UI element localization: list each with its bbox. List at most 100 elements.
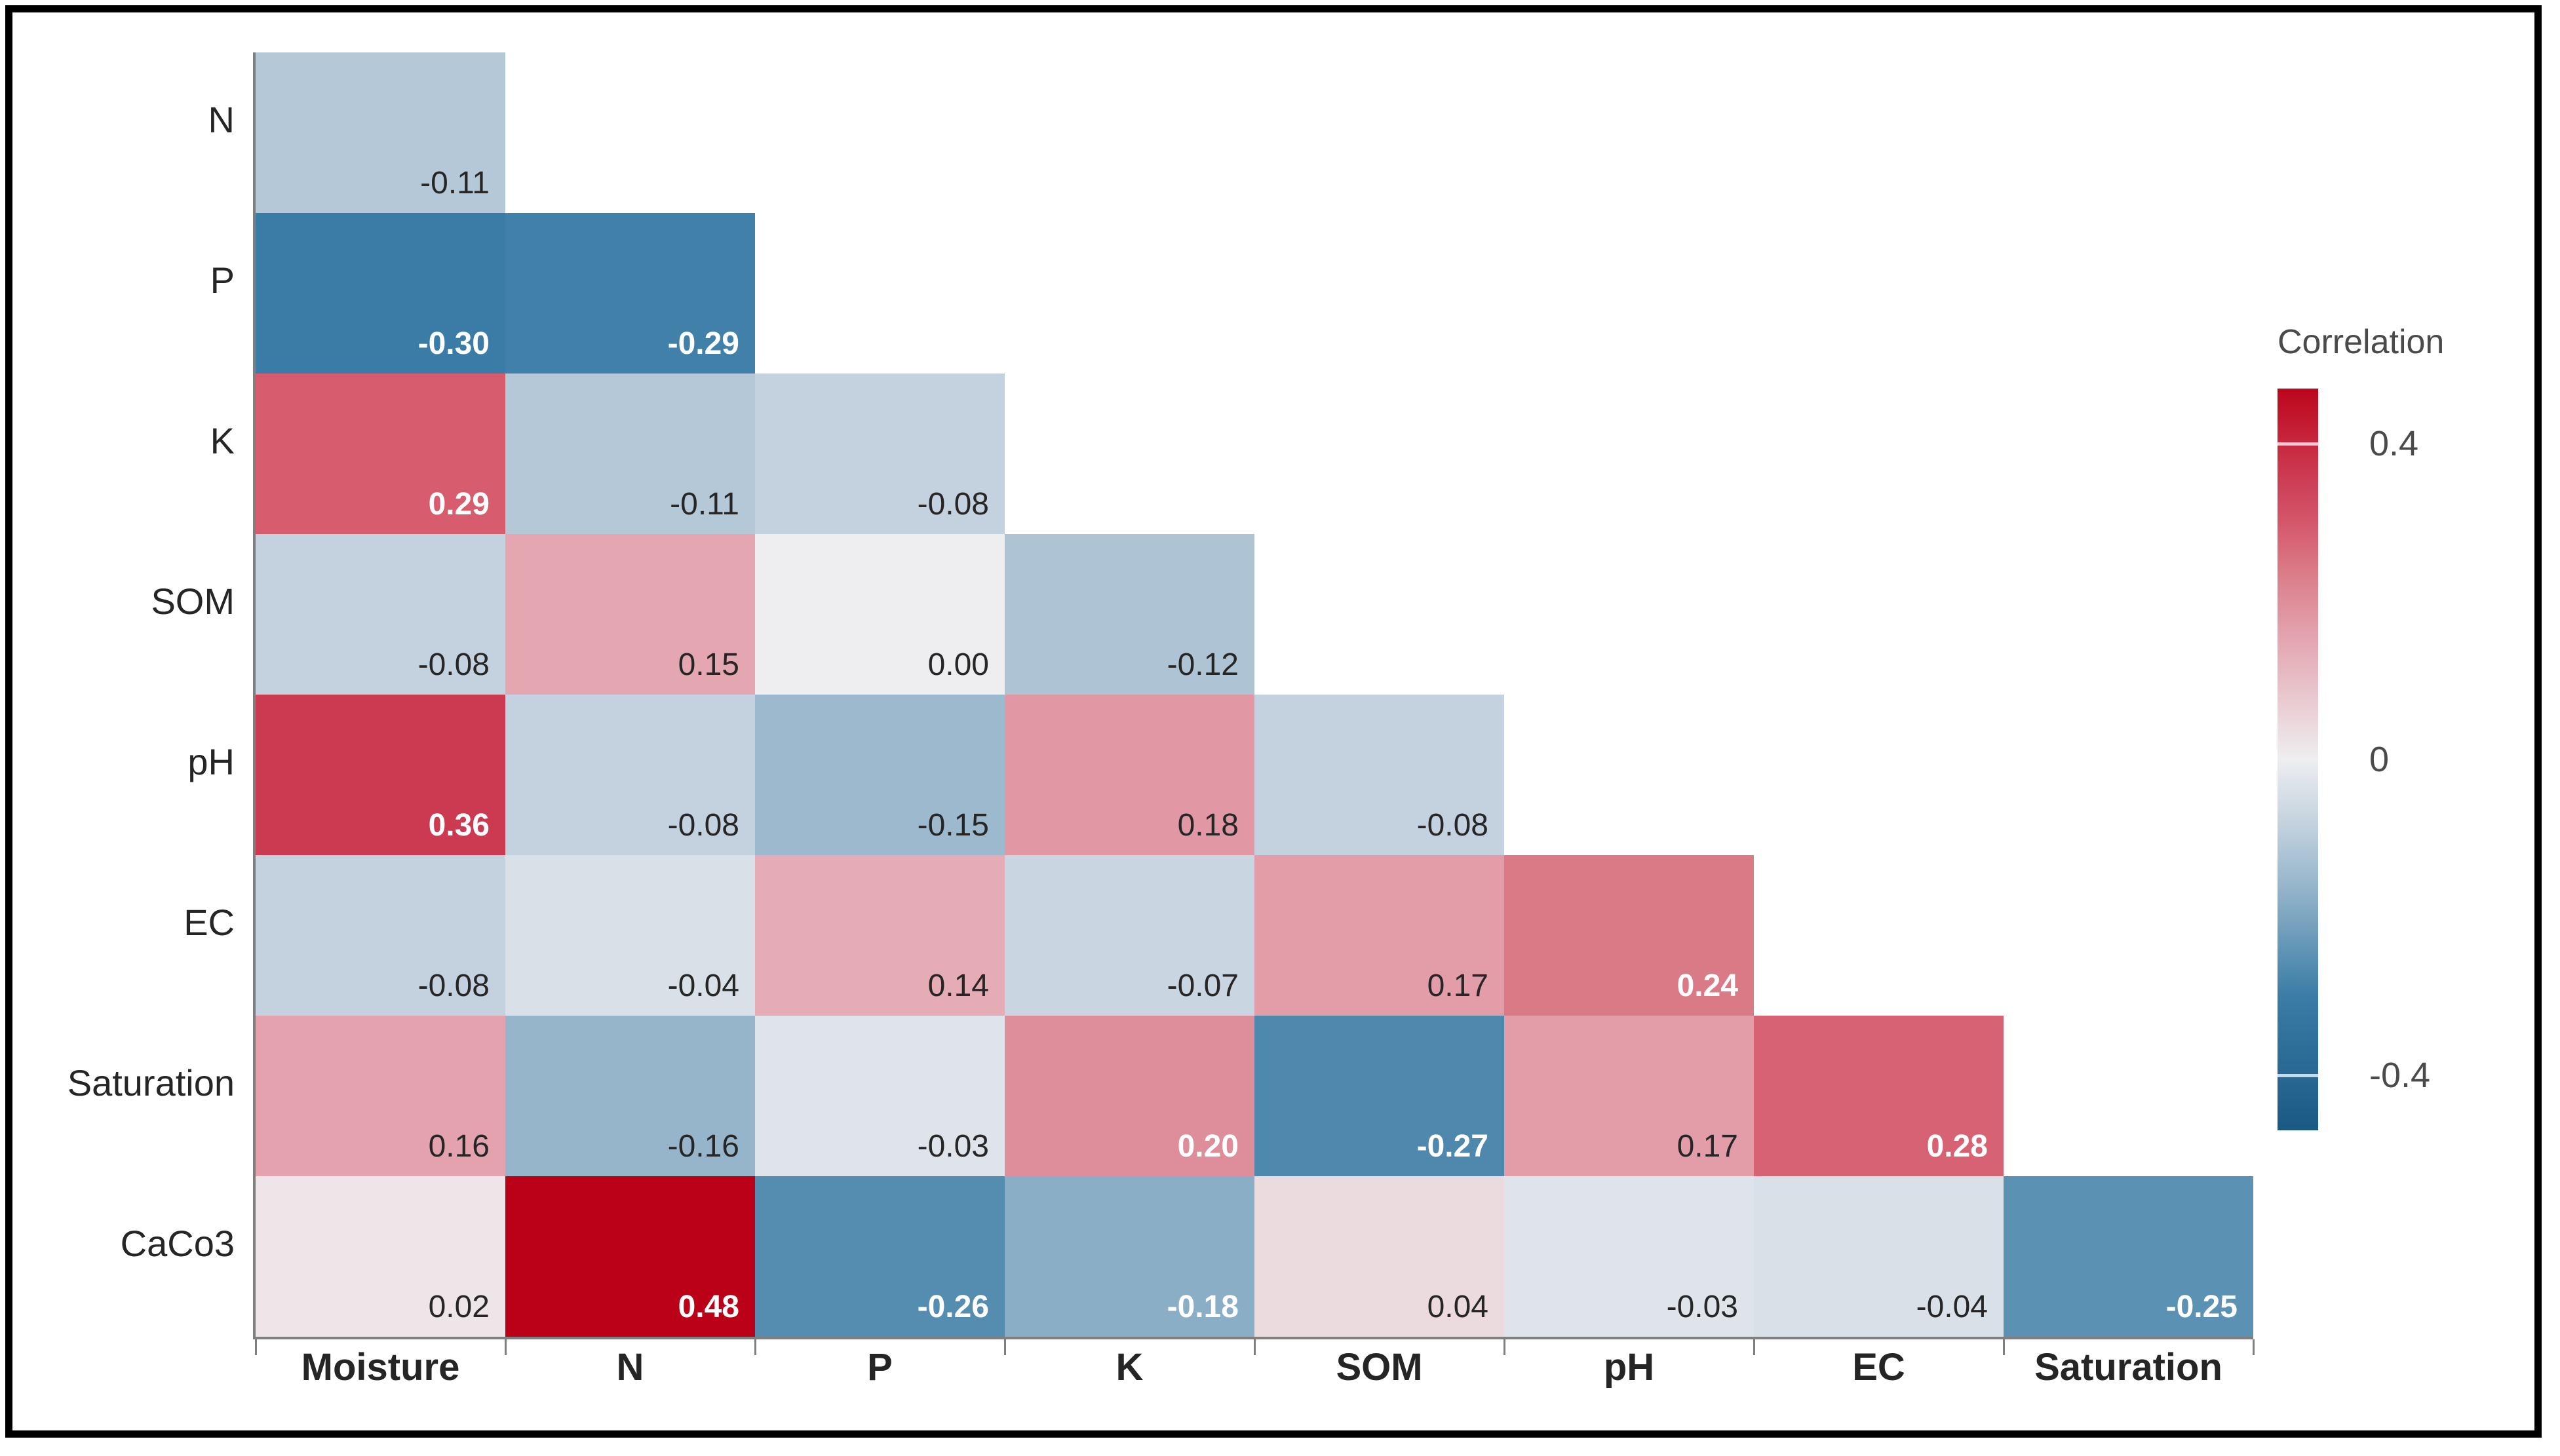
cell-value: 0.18 — [1177, 808, 1239, 843]
col-label: Moisture — [301, 1346, 460, 1389]
heatmap-cell[interactable]: -0.03 — [1504, 1176, 1754, 1337]
heatmap-cell[interactable]: 0.16 — [256, 1016, 505, 1176]
cell-value: 0.24 — [1677, 968, 1738, 1003]
heatmap-cell[interactable]: -0.30 — [256, 213, 505, 374]
cell-value: -0.26 — [917, 1290, 989, 1324]
x-axis-tick — [2003, 1339, 2005, 1355]
heatmap-cell[interactable]: -0.08 — [505, 695, 755, 855]
heatmap-cell[interactable]: 0.28 — [1754, 1016, 2004, 1176]
cell-value: -0.18 — [1167, 1290, 1239, 1324]
cell-value: -0.11 — [420, 166, 490, 201]
heatmap-cell[interactable]: -0.08 — [256, 534, 505, 695]
cell-value: 0.04 — [1427, 1290, 1488, 1324]
heatmap-cell[interactable]: 0.20 — [1005, 1016, 1254, 1176]
cell-value: 0.14 — [927, 968, 989, 1003]
x-axis-tick — [2253, 1339, 2255, 1355]
row-label: CaCo3 — [120, 1223, 235, 1264]
colorbar-tick-label: 0 — [2369, 740, 2390, 779]
heatmap-cell[interactable]: 0.17 — [1504, 1016, 1754, 1176]
colorbar — [2278, 389, 2318, 1130]
heatmap-cell[interactable]: -0.03 — [755, 1016, 1005, 1176]
cell-value: -0.08 — [667, 808, 739, 843]
colorbar-tick-label: 0.4 — [2369, 424, 2419, 463]
heatmap-cell[interactable]: -0.04 — [505, 855, 755, 1016]
heatmap-cell[interactable]: 0.15 — [505, 534, 755, 695]
cell-value: 0.29 — [428, 487, 490, 522]
cell-value: -0.04 — [667, 968, 739, 1003]
cell-value: 0.15 — [678, 647, 739, 682]
cell-value: 0.20 — [1177, 1129, 1239, 1164]
col-label: P — [867, 1346, 893, 1389]
col-label: Saturation — [2034, 1346, 2222, 1389]
heatmap-cell[interactable]: -0.12 — [1005, 534, 1254, 695]
cell-value: -0.03 — [1666, 1290, 1738, 1324]
cell-value: -0.08 — [917, 487, 989, 522]
row-label: SOM — [151, 581, 235, 622]
heatmap-cell[interactable]: -0.16 — [505, 1016, 755, 1176]
heatmap-cell[interactable]: -0.18 — [1005, 1176, 1254, 1337]
cell-value: 0.36 — [428, 808, 490, 843]
heatmap-cell[interactable]: -0.08 — [1254, 695, 1504, 855]
x-axis-tick — [1004, 1339, 1006, 1355]
cell-value: -0.29 — [667, 326, 739, 361]
colorbar-title: Correlation — [2278, 323, 2445, 361]
cell-value: 0.17 — [1427, 968, 1488, 1003]
heatmap-cell[interactable]: -0.11 — [256, 52, 505, 213]
heatmap-cell[interactable]: 0.14 — [755, 855, 1005, 1016]
cell-value: -0.11 — [670, 487, 739, 522]
colorbar-tick-line — [2278, 1074, 2318, 1077]
x-axis-tick — [505, 1339, 507, 1355]
cell-value: -0.25 — [2165, 1290, 2238, 1324]
row-label: Saturation — [67, 1062, 235, 1103]
colorbar-tick-line — [2278, 442, 2318, 446]
heatmap-cell[interactable]: -0.08 — [755, 374, 1005, 534]
heatmap-cell[interactable]: -0.25 — [2004, 1176, 2253, 1337]
colorbar-tick-label: -0.4 — [2369, 1056, 2431, 1095]
col-label: pH — [1603, 1346, 1655, 1389]
cell-value: 0.02 — [428, 1290, 490, 1324]
cell-value: -0.12 — [1167, 647, 1239, 682]
x-axis-tick — [1503, 1339, 1505, 1355]
heatmap-cell[interactable]: 0.00 — [755, 534, 1005, 695]
heatmap-cell[interactable]: -0.04 — [1754, 1176, 2004, 1337]
heatmap-cell[interactable]: -0.26 — [755, 1176, 1005, 1337]
row-label: EC — [184, 902, 235, 943]
cell-value: -0.08 — [417, 968, 490, 1003]
cell-value: -0.08 — [417, 647, 490, 682]
x-axis-tick — [754, 1339, 756, 1355]
heatmap-cell[interactable]: 0.18 — [1005, 695, 1254, 855]
heatmap-cell[interactable]: -0.07 — [1005, 855, 1254, 1016]
heatmap-cell[interactable]: 0.36 — [256, 695, 505, 855]
heatmap-cell[interactable]: 0.48 — [505, 1176, 755, 1337]
x-axis-tick — [255, 1339, 257, 1355]
cell-value: -0.07 — [1167, 968, 1239, 1003]
row-label: P — [210, 259, 235, 301]
col-label: N — [616, 1346, 644, 1389]
row-label: N — [208, 99, 235, 140]
cell-value: -0.08 — [1416, 808, 1488, 843]
heatmap-cell[interactable]: -0.29 — [505, 213, 755, 374]
cell-value: 0.16 — [428, 1129, 490, 1164]
heatmap-cell[interactable]: 0.24 — [1504, 855, 1754, 1016]
cell-value: 0.00 — [927, 647, 989, 682]
cell-value: 0.48 — [678, 1290, 739, 1324]
heatmap-cell[interactable]: -0.27 — [1254, 1016, 1504, 1176]
heatmap-cell[interactable]: 0.04 — [1254, 1176, 1504, 1337]
cell-value: -0.30 — [417, 326, 490, 361]
heatmap-cell[interactable]: 0.17 — [1254, 855, 1504, 1016]
cell-value: -0.04 — [1916, 1290, 1988, 1324]
heatmap-cell[interactable]: -0.15 — [755, 695, 1005, 855]
row-label: K — [210, 420, 235, 461]
cell-value: -0.16 — [667, 1129, 739, 1164]
heatmap-cell[interactable]: 0.29 — [256, 374, 505, 534]
x-axis-tick — [1254, 1339, 1256, 1355]
cell-value: -0.15 — [917, 808, 989, 843]
cell-value: -0.03 — [917, 1129, 989, 1164]
heatmap-cell[interactable]: 0.02 — [256, 1176, 505, 1337]
row-label: pH — [187, 741, 235, 782]
heatmap-cell[interactable]: -0.08 — [256, 855, 505, 1016]
x-axis-line — [253, 1337, 2253, 1339]
heatmap-cell[interactable]: -0.11 — [505, 374, 755, 534]
cell-value: 0.17 — [1677, 1129, 1738, 1164]
